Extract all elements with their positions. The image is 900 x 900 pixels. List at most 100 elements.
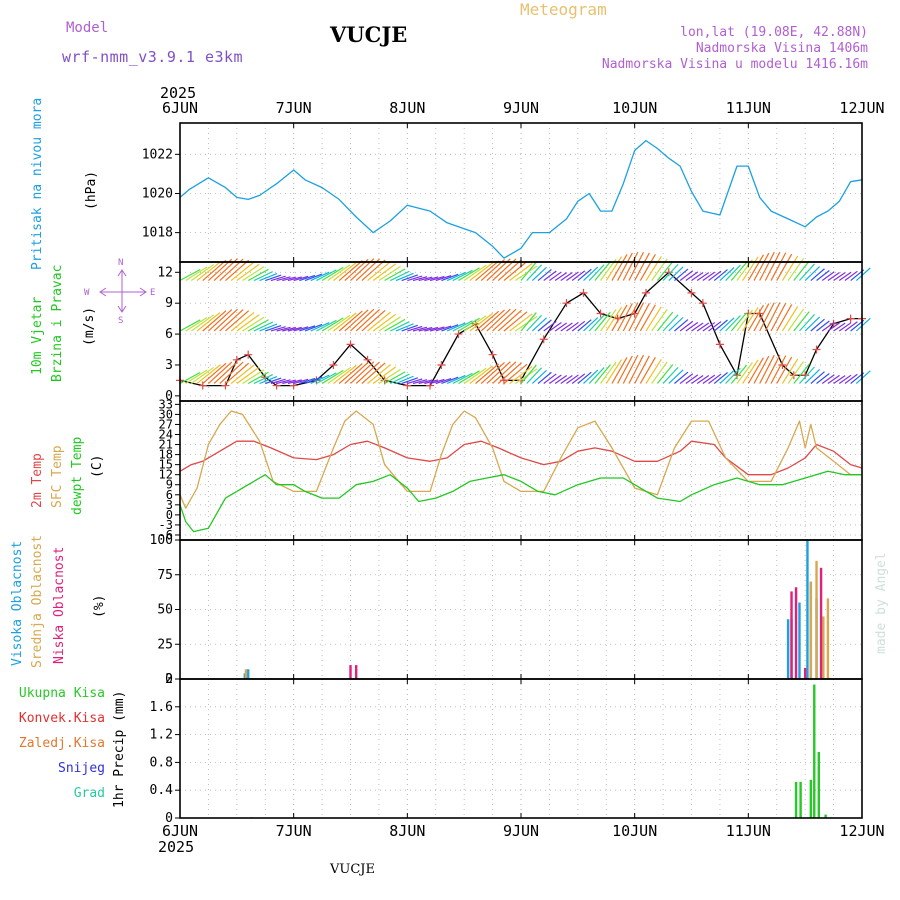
series-line: [179, 440, 863, 476]
wind-direction-arrow: [594, 261, 611, 281]
wind-direction-arrow: [492, 308, 517, 332]
wind-direction-arrow: [236, 314, 260, 332]
wind-direction-arrow: [418, 379, 433, 385]
wind-direction-arrow: [384, 318, 406, 332]
wind-direction-arrow: [736, 362, 753, 384]
wind-direction-arrow: [225, 259, 250, 281]
wind-direction-arrow: [526, 264, 543, 281]
model-name: wrf-nmm_v3.9.1 e3km: [62, 48, 244, 66]
wind-direction-arrow: [208, 361, 233, 384]
wind-speed-marker: [812, 345, 821, 354]
wind-direction-arrow: [338, 260, 363, 281]
wind-direction-arrow: [412, 379, 428, 385]
wind-direction-arrow: [833, 375, 846, 384]
wind-direction-arrow: [367, 364, 391, 384]
wind-direction-arrow: [247, 371, 269, 385]
wind-direction-arrow: [747, 254, 764, 281]
wind-direction-arrow: [730, 364, 748, 384]
y-tick-label: 9: [166, 478, 173, 492]
wind-direction-arrow: [719, 317, 735, 332]
wind-direction-arrow: [441, 324, 459, 332]
date-label-top: 9JUN: [503, 99, 539, 117]
wind-direction-arrow: [645, 359, 662, 384]
wind-direction-arrow: [770, 252, 787, 281]
wind-direction-arrow: [679, 320, 694, 332]
wind-direction-arrow: [230, 311, 255, 332]
bar-mark: [794, 781, 798, 818]
wind-direction-arrow: [344, 309, 369, 332]
bar-mark: [790, 591, 793, 679]
wind-direction-arrow: [463, 315, 487, 332]
wind-direction-arrow: [282, 326, 297, 332]
wind-direction-arrow: [821, 271, 835, 282]
wind-direction-arrow: [577, 319, 592, 332]
wind-direction-arrow: [282, 379, 297, 385]
bar-mark: [824, 814, 827, 818]
precip-legend-snow: Snijeg: [58, 761, 105, 776]
wind-direction-arrow: [526, 314, 543, 332]
wind-speed-marker: [579, 288, 588, 297]
wind-direction-arrow: [770, 302, 787, 332]
model-elevation-label: Nadmorska Visina u modelu 1416.16m: [601, 57, 868, 72]
wind-direction-arrow: [514, 265, 538, 282]
wind-direction-arrow: [566, 374, 579, 384]
wind-direction-arrow: [333, 365, 357, 384]
wind-direction-arrow: [799, 263, 815, 281]
wind-direction-arrow: [651, 361, 668, 384]
wind-direction-arrow: [236, 366, 260, 384]
station-title: VUCJE: [330, 22, 408, 47]
wind-direction-arrow: [543, 320, 557, 332]
wind-direction-arrow: [242, 369, 265, 385]
wind-direction-arrow: [486, 308, 511, 332]
wind-direction-arrow: [486, 361, 511, 384]
wind-direction-arrow: [372, 263, 397, 282]
wind-direction-arrow: [776, 253, 793, 281]
wind-speed-marker: [698, 299, 707, 308]
wind-direction-arrow: [543, 270, 557, 282]
wind-direction-arrow: [634, 303, 650, 332]
wind-direction-arrow: [662, 314, 679, 332]
series-line: [179, 410, 862, 509]
wind-direction-arrow: [583, 266, 599, 281]
wind-direction-arrow: [634, 355, 650, 384]
wind-direction-arrow: [736, 309, 753, 332]
wind-direction-arrow: [685, 321, 699, 332]
wind-direction-arrow: [458, 267, 480, 282]
wind-direction-arrow: [526, 367, 543, 384]
wind-direction-arrow: [185, 369, 208, 385]
y-tick-label: 18: [159, 448, 173, 462]
wind-direction-arrow: [759, 302, 775, 332]
wind-direction-arrow: [276, 379, 291, 385]
wind-direction-arrow: [469, 312, 493, 332]
y-tick-label: 0: [166, 508, 173, 522]
wind-direction-arrow: [412, 276, 428, 282]
wind-direction-arrow: [412, 326, 428, 332]
wind-direction-arrow: [622, 251, 639, 281]
wind-direction-arrow: [435, 275, 452, 282]
lonlat-label: lon,lat (19.08E, 42.88N): [680, 25, 868, 40]
wind-direction-arrow: [656, 261, 674, 281]
y-tick-label: 3: [165, 358, 173, 373]
wind-direction-arrow: [520, 261, 537, 281]
wind-direction-arrow: [560, 272, 573, 282]
wind-direction-arrow: [844, 321, 858, 332]
bar-mark: [349, 665, 352, 679]
wind-direction-arrow: [179, 319, 201, 332]
wind-direction-arrow: [702, 271, 716, 282]
wind-direction-arrow: [401, 324, 418, 332]
date-label-top: 10JUN: [612, 99, 657, 117]
wind-direction-arrow: [179, 268, 201, 282]
y-tick-label: 75: [157, 568, 173, 583]
wind-direction-arrow: [509, 313, 533, 332]
wind-direction-arrow: [844, 373, 858, 384]
wind-direction-arrow: [446, 374, 466, 385]
wind-direction-arrow: [458, 317, 480, 332]
wind-direction-arrow: [827, 322, 840, 332]
wind-direction-arrow: [480, 309, 505, 332]
wind-speed-marker: [454, 330, 463, 339]
wind-direction-arrow: [639, 254, 656, 281]
wind-direction-arrow: [662, 366, 679, 384]
y-tick-label: 50: [157, 603, 173, 618]
wind-direction-arrow: [384, 371, 406, 385]
y-tick-label: 6: [166, 488, 173, 502]
